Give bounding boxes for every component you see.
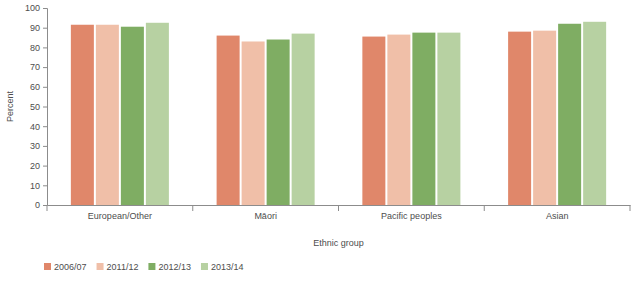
legend-swatch — [201, 263, 208, 270]
y-tick-mark — [43, 28, 47, 29]
bar — [146, 23, 169, 205]
x-axis-title: Ethnic group — [313, 238, 364, 248]
y-tick-mark — [43, 8, 47, 9]
x-tick: European/Other — [88, 205, 152, 221]
category-separator — [192, 205, 193, 211]
y-tick-label: 0 — [35, 200, 40, 210]
y-tick: 60 — [30, 82, 47, 92]
x-tick: Pacific peoples — [381, 205, 442, 221]
y-tick: 10 — [30, 181, 47, 191]
category-separator — [630, 205, 631, 211]
legend-swatch — [97, 263, 104, 270]
bar — [267, 40, 290, 205]
legend-item: 2013/14 — [201, 262, 244, 272]
y-tick-mark — [43, 166, 47, 167]
bar — [412, 33, 435, 205]
bar — [217, 36, 240, 205]
y-tick: 90 — [30, 23, 47, 33]
category-separator — [338, 205, 339, 211]
bar — [362, 37, 385, 205]
x-axis: European/Other Māori Pacific peoples Asian — [48, 205, 631, 221]
bar — [558, 24, 581, 205]
y-tick-label: 50 — [30, 102, 40, 112]
legend-label: 2006/07 — [54, 262, 87, 272]
legend-item: 2006/07 — [44, 262, 87, 272]
x-tick-label: European/Other — [88, 211, 152, 221]
legend-label: 2012/13 — [158, 262, 191, 272]
y-tick-label: 20 — [30, 161, 40, 171]
legend-label: 2013/14 — [211, 262, 244, 272]
legend-item: 2011/12 — [97, 262, 139, 272]
x-tick-label: Māori — [254, 211, 277, 221]
bars — [71, 22, 606, 205]
bar — [387, 35, 410, 205]
category-separator — [484, 205, 485, 211]
bar — [508, 32, 531, 205]
y-tick: 30 — [30, 141, 47, 151]
plot: 0 10 20 30 40 50 60 70 80 90 100 European/Other Māor… — [25, 3, 631, 221]
chart: 0 10 20 30 40 50 60 70 80 90 100 European/Other Māor… — [0, 0, 634, 281]
y-tick-mark — [43, 67, 47, 68]
y-axis-line — [43, 9, 48, 206]
bar — [71, 25, 94, 205]
x-tick-label: Pacific peoples — [381, 211, 442, 221]
y-axis: 0 10 20 30 40 50 60 70 80 90 100 — [25, 3, 48, 210]
legend-label: 2011/12 — [107, 262, 139, 272]
y-tick-label: 10 — [30, 181, 40, 191]
bar — [121, 27, 144, 205]
y-tick: 0 — [35, 200, 47, 210]
y-tick-mark — [43, 107, 47, 108]
y-tick-label: 70 — [30, 62, 40, 72]
bar — [533, 31, 556, 205]
y-tick: 50 — [30, 102, 47, 112]
y-tick-label: 100 — [25, 3, 40, 13]
y-tick-mark — [43, 47, 47, 48]
category-separator — [47, 205, 48, 211]
legend-item: 2012/13 — [148, 262, 191, 272]
bar — [583, 22, 606, 205]
y-tick-label: 90 — [30, 23, 40, 33]
y-tick-label: 40 — [30, 122, 40, 132]
bar — [292, 34, 315, 205]
legend: 2006/07 2011/12 2012/13 2013/14 — [44, 262, 244, 272]
bar — [242, 41, 265, 205]
y-axis-title: Percent — [5, 90, 15, 122]
y-tick-mark — [43, 185, 47, 186]
y-tick: 80 — [30, 43, 47, 53]
y-tick-label: 60 — [30, 82, 40, 92]
x-tick-label: Asian — [546, 211, 569, 221]
legend-swatch — [44, 263, 51, 270]
y-tick-mark — [43, 126, 47, 127]
legend-swatch — [148, 263, 155, 270]
y-tick-mark — [43, 87, 47, 88]
y-tick-mark — [43, 146, 47, 147]
y-tick: 70 — [30, 62, 47, 72]
y-tick-label: 30 — [30, 141, 40, 151]
x-tick: Asian — [546, 205, 569, 221]
y-tick: 100 — [25, 3, 47, 13]
bar — [96, 25, 119, 205]
y-tick: 20 — [30, 161, 47, 171]
y-tick-label: 80 — [30, 43, 40, 53]
bar — [437, 33, 460, 205]
y-tick-mark — [43, 205, 47, 206]
y-tick: 40 — [30, 122, 47, 132]
x-tick: Māori — [254, 205, 277, 221]
